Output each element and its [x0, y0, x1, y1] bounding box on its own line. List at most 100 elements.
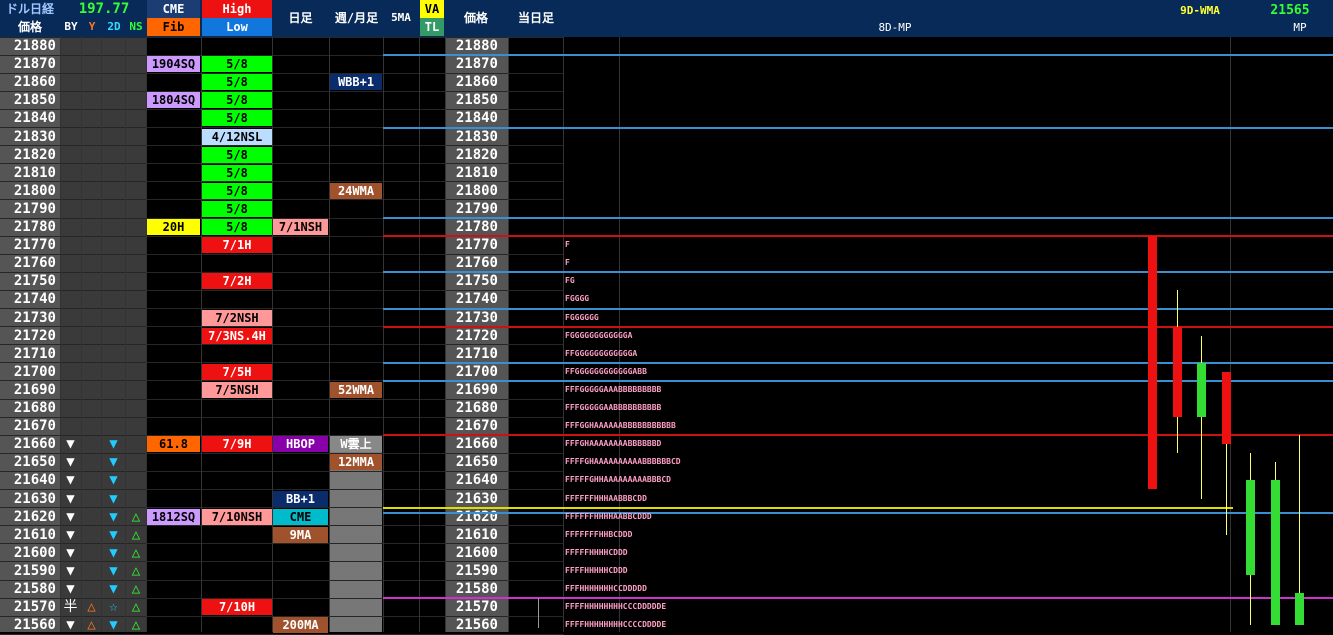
ns-up-triangle-icon: △ [131, 562, 141, 579]
level-line [383, 54, 1333, 57]
high-low-level: 5/8 [202, 74, 272, 91]
price-cell: 21760 [13, 255, 56, 272]
column-separator [419, 37, 420, 632]
price-cell: 21660 [13, 436, 56, 453]
column-separator [619, 37, 620, 632]
high-low-level: 5/8 [202, 146, 272, 163]
high-low-level: 5/8 [202, 110, 272, 127]
tpo-row: FFFFFFFHHBCDDD [565, 529, 633, 539]
weekly-level: 12MMA [330, 454, 382, 471]
mp-label: MP [1293, 21, 1307, 34]
tpo-row: F [565, 258, 570, 268]
price-cell-right: 21670 [455, 418, 498, 435]
price-cell: 21880 [13, 38, 56, 54]
high-low-level: 7/2NSH [202, 309, 272, 326]
price-cell: 21700 [13, 363, 56, 380]
price-cell-right: 21580 [455, 581, 498, 597]
level-line [383, 271, 1333, 274]
price-cell: 21730 [13, 309, 56, 326]
price-cell: 21800 [13, 182, 56, 199]
2d-column-bg [102, 37, 125, 632]
row-gridline [0, 108, 564, 110]
by-down-triangle-icon: ▼ [66, 526, 75, 543]
row-gridline [0, 489, 564, 490]
level-line [383, 361, 1333, 364]
candle-body [1246, 480, 1255, 575]
level-line [383, 217, 1333, 219]
2d-down-triangle-icon: ▼ [109, 508, 118, 525]
col-tl-header: TL [420, 18, 444, 36]
weekly-level: WBB+1 [330, 74, 382, 91]
2d-down-triangle-icon: ▼ [109, 562, 118, 579]
price-cell: 21690 [13, 381, 56, 398]
column-separator [272, 37, 273, 632]
tpo-row: FFGGGGGGGGGGGGA [565, 348, 638, 358]
ns-column-bg [126, 37, 146, 632]
price-cell-right: 21610 [455, 526, 498, 543]
by-half-mark: 半 [63, 599, 78, 616]
title-price: 価格 [17, 20, 42, 34]
2d-down-triangle-icon: ▼ [109, 526, 118, 543]
high-low-level: 7/3NS.4H [202, 327, 272, 344]
row-gridline [0, 253, 564, 255]
mp-8d-label: 8D-MP [878, 21, 912, 34]
high-low-level: 5/8 [202, 92, 272, 109]
col-2d-header: 2D [107, 20, 121, 33]
high-low-level: 5/8 [202, 200, 272, 217]
column-separator [201, 37, 202, 632]
price-cell: 21680 [13, 400, 56, 416]
high-low-level: 7/10H [202, 599, 272, 616]
ns-up-triangle-icon: △ [131, 508, 141, 525]
price-cell-right: 21740 [455, 291, 498, 308]
col-high-header: High [202, 0, 272, 18]
row-gridline [0, 127, 564, 128]
price-cell: 21650 [13, 454, 56, 471]
high-low-level: 7/10NSH [202, 508, 272, 525]
tpo-row: FG [565, 276, 575, 286]
by-down-triangle-icon: ▼ [66, 544, 75, 561]
tpo-row: FFFGHAAAAAAAABBBBBBD [565, 439, 662, 449]
tpo-row: FFFFFGHHAAAAAAAAABBBCD [565, 475, 671, 485]
high-low-level: 5/8 [202, 56, 272, 73]
row-gridline [0, 72, 564, 74]
by-down-triangle-icon: ▼ [66, 490, 75, 507]
daily-level: 9MA [273, 526, 328, 543]
level-line [383, 126, 1333, 129]
tpo-row: FFFFFHHHHCDDD [565, 547, 628, 557]
row-gridline [0, 308, 564, 309]
cme-level: 61.8 [147, 436, 200, 453]
col-5ma-header: 5MA [391, 11, 411, 24]
tpo-row: FFFGGHAAAAAABBBBBBBBBBB [565, 421, 676, 431]
daily-level: 7/1NSH [273, 219, 328, 236]
2d-star-icon: ☆ [109, 599, 118, 616]
row-gridline [0, 289, 564, 291]
tpo-row: FFFFHHHHHHHHCCCCDDDDE [565, 620, 667, 630]
title-usd-nikkei: ドル日経 [5, 2, 54, 16]
price-cell: 21870 [13, 56, 56, 73]
ns-up-triangle-icon: △ [131, 617, 141, 634]
col-y-header: Y [88, 20, 96, 33]
by-down-triangle-icon: ▼ [66, 617, 75, 634]
row-gridline [0, 181, 564, 183]
row-gridline [0, 561, 564, 563]
daily-level: HBOP [273, 436, 328, 453]
row-gridline [0, 362, 564, 364]
column-separator [563, 37, 564, 632]
usd-jpy-rate: 197.77 [78, 1, 130, 17]
row-gridline [0, 326, 564, 328]
col-today-header: 当日足 [517, 11, 554, 25]
price-cell: 21780 [13, 219, 56, 235]
price-cell-right: 21700 [455, 363, 498, 380]
daily-level: 200MA [273, 617, 328, 634]
price-cell: 21630 [13, 490, 56, 507]
price-column-2-bg [446, 37, 508, 632]
2d-down-triangle-icon: ▼ [109, 472, 118, 489]
row-gridline [0, 380, 564, 382]
col-fib-header: Fib [147, 18, 200, 36]
candle-body [1295, 592, 1304, 626]
candle-body [1270, 480, 1280, 626]
candle-body [1221, 371, 1231, 445]
row-gridline [0, 416, 564, 418]
row-gridline [0, 235, 564, 237]
level-line [383, 512, 1333, 515]
